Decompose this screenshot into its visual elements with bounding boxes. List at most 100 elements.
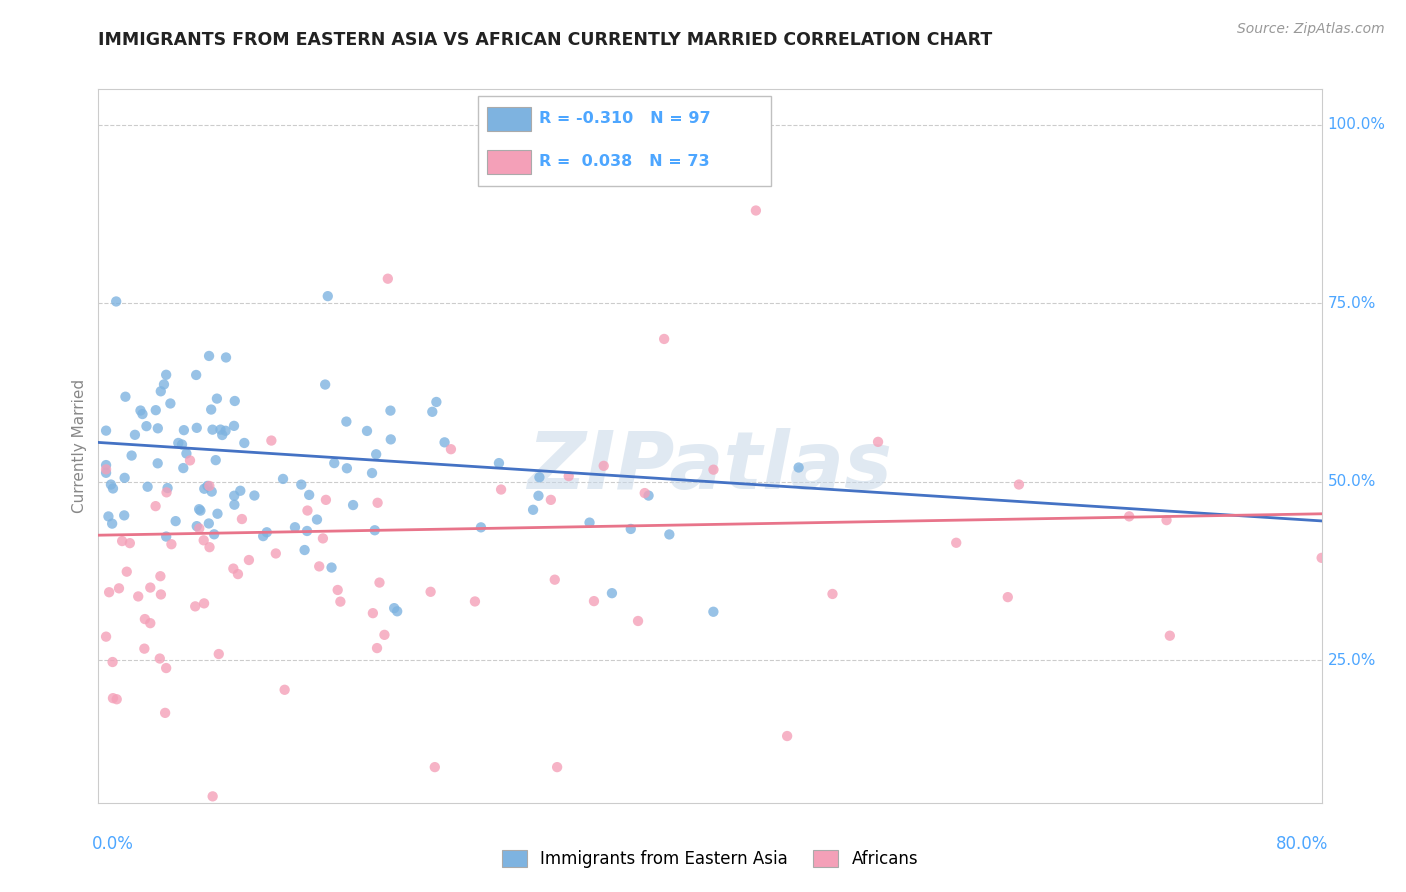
Point — [94, 466, 117, 480]
Point — [226, 567, 249, 582]
Point — [129, 403, 152, 417]
Y-axis label: Currently Married: Currently Married — [72, 379, 87, 513]
Point — [366, 447, 388, 461]
Point — [256, 525, 278, 540]
Point — [149, 569, 172, 583]
Point — [260, 434, 283, 448]
Point — [201, 423, 224, 437]
Point — [868, 434, 890, 449]
Point — [149, 384, 172, 399]
Point — [702, 463, 724, 477]
Point — [787, 460, 810, 475]
Point — [419, 584, 441, 599]
Point — [385, 604, 408, 618]
Point — [200, 402, 222, 417]
Point — [193, 596, 215, 610]
Point — [297, 503, 319, 517]
Point — [153, 377, 176, 392]
Point — [155, 530, 177, 544]
Point — [176, 446, 198, 460]
Point — [155, 368, 177, 382]
Point — [202, 527, 225, 541]
Text: Source: ZipAtlas.com: Source: ZipAtlas.com — [1237, 22, 1385, 37]
Point — [361, 466, 384, 480]
Point — [229, 483, 252, 498]
Point — [945, 535, 967, 549]
Point — [115, 565, 138, 579]
Point — [172, 461, 194, 475]
Point — [131, 407, 153, 421]
Point — [776, 729, 799, 743]
Point — [600, 586, 623, 600]
Point — [188, 521, 211, 535]
Point — [101, 691, 124, 706]
Point — [314, 377, 336, 392]
Point — [205, 392, 228, 406]
Point — [470, 520, 492, 534]
Point — [702, 605, 724, 619]
Point — [423, 760, 446, 774]
Point — [1310, 550, 1333, 565]
Point — [231, 512, 253, 526]
Point — [540, 492, 562, 507]
Point — [111, 534, 134, 549]
Point — [167, 436, 190, 450]
Point — [100, 477, 122, 491]
Point — [209, 423, 232, 437]
Point — [204, 453, 226, 467]
Point — [335, 415, 357, 429]
Point — [238, 553, 260, 567]
Point — [146, 456, 169, 470]
Point — [627, 614, 650, 628]
Point — [233, 436, 256, 450]
Point — [208, 647, 231, 661]
Point — [373, 628, 395, 642]
FancyBboxPatch shape — [488, 150, 531, 174]
Point — [155, 485, 177, 500]
Point — [271, 472, 294, 486]
Point — [98, 585, 121, 599]
FancyBboxPatch shape — [488, 107, 531, 131]
Point — [224, 498, 246, 512]
Point — [207, 507, 229, 521]
Point — [527, 489, 550, 503]
Point — [222, 561, 245, 575]
Point — [215, 351, 238, 365]
Point — [464, 594, 486, 608]
Point — [361, 606, 384, 620]
Point — [173, 423, 195, 437]
Point — [425, 395, 447, 409]
Point — [101, 516, 124, 531]
Point — [145, 499, 167, 513]
Point — [160, 537, 183, 551]
Point — [295, 524, 318, 538]
Point — [305, 512, 328, 526]
Point — [105, 294, 128, 309]
Point — [323, 456, 346, 470]
Point — [188, 502, 211, 516]
Point — [193, 482, 215, 496]
Point — [634, 486, 657, 500]
Point — [321, 560, 343, 574]
Point — [214, 424, 236, 438]
Point — [997, 590, 1019, 604]
Point — [329, 594, 352, 608]
Point — [582, 594, 605, 608]
Point — [1159, 629, 1181, 643]
Point — [224, 394, 246, 409]
Point — [149, 651, 172, 665]
Point — [298, 488, 321, 502]
Point — [222, 418, 245, 433]
Text: ZIPatlas: ZIPatlas — [527, 428, 893, 507]
Point — [146, 421, 169, 435]
Text: 75.0%: 75.0% — [1327, 296, 1376, 310]
Point — [201, 789, 224, 804]
Point — [136, 480, 159, 494]
Point — [114, 390, 136, 404]
Point — [522, 503, 544, 517]
Text: 50.0%: 50.0% — [1327, 475, 1376, 489]
Point — [193, 533, 215, 548]
Point — [544, 573, 567, 587]
Point — [382, 601, 405, 615]
Point — [364, 523, 387, 537]
